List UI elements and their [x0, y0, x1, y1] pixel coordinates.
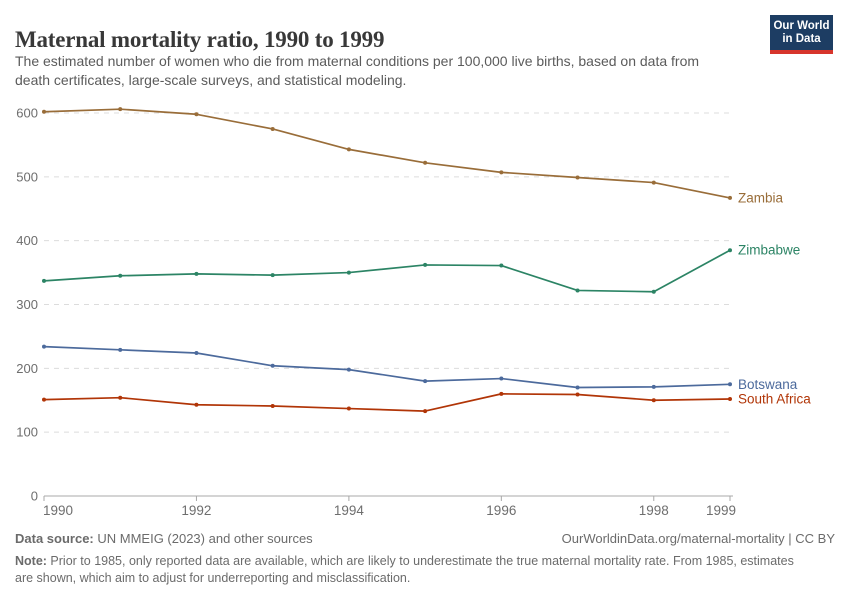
chart-title: Maternal mortality ratio, 1990 to 1999 [15, 27, 385, 53]
point-south-africa-1995[interactable] [423, 409, 428, 414]
point-zimbabwe-1997[interactable] [575, 288, 580, 293]
x-tick-label-1992: 1992 [181, 503, 211, 518]
point-south-africa-1998[interactable] [651, 398, 656, 403]
point-zimbabwe-1995[interactable] [423, 262, 428, 267]
note-label: Note: [15, 554, 47, 568]
point-zambia-1997[interactable] [575, 175, 580, 180]
line-zimbabwe[interactable] [43, 249, 731, 293]
point-zambia-1994[interactable] [346, 147, 351, 152]
point-botswana-1994[interactable] [346, 367, 351, 372]
y-tick-label-500: 500 [16, 169, 38, 184]
point-zambia-1995[interactable] [423, 160, 428, 165]
chart-subtitle: The estimated number of women who die fr… [15, 52, 785, 90]
point-zimbabwe-1994[interactable] [346, 270, 351, 275]
note-text-1: Prior to 1985, only reported data are av… [46, 554, 794, 568]
point-botswana-1993[interactable] [270, 363, 275, 368]
logo-line-2: in Data [782, 33, 821, 45]
series-label-botswana[interactable]: Botswana [738, 377, 798, 392]
y-tick-label-300: 300 [16, 297, 38, 312]
point-south-africa-1993[interactable] [270, 403, 275, 408]
y-tick-label-600: 600 [16, 106, 38, 121]
point-south-africa-1997[interactable] [575, 392, 580, 397]
point-botswana-1998[interactable] [651, 384, 656, 389]
point-zimbabwe-1992[interactable] [194, 271, 199, 276]
y-tick-label-400: 400 [16, 233, 38, 248]
subtitle-line-1: The estimated number of women who die fr… [15, 53, 700, 69]
line-zambia[interactable] [43, 108, 731, 199]
x-tick-label-1996: 1996 [486, 503, 516, 518]
y-tick-label-0: 0 [31, 489, 38, 504]
license-link[interactable]: OurWorldinData.org/maternal-mortality | … [561, 531, 835, 546]
point-zimbabwe-1990[interactable] [42, 278, 46, 283]
data-source: Data source: UN MMEIG (2023) and other s… [15, 531, 835, 547]
point-zimbabwe-1996[interactable] [499, 263, 504, 268]
point-zimbabwe-1993[interactable] [270, 273, 275, 278]
x-tick-label-1990: 1990 [43, 503, 73, 518]
point-botswana-1995[interactable] [423, 379, 428, 384]
point-botswana-1990[interactable] [42, 344, 46, 349]
owid-logo[interactable]: Our World in Data [770, 15, 833, 54]
point-botswana-1999[interactable] [728, 382, 732, 387]
point-south-africa-1996[interactable] [499, 391, 504, 396]
point-zimbabwe-1999[interactable] [728, 248, 732, 253]
x-tick-label-1994: 1994 [334, 503, 365, 518]
point-zambia-1999[interactable] [728, 195, 732, 200]
point-zambia-1992[interactable] [194, 112, 199, 117]
note-line-1: Note: Prior to 1985, only reported data … [15, 553, 837, 570]
x-tick-label-1998: 1998 [639, 503, 669, 518]
point-south-africa-1990[interactable] [42, 397, 46, 402]
point-zambia-1998[interactable] [651, 180, 656, 185]
point-botswana-1996[interactable] [499, 376, 504, 381]
point-zambia-1991[interactable] [118, 107, 123, 112]
point-south-africa-1992[interactable] [194, 402, 199, 407]
point-south-africa-1999[interactable] [728, 396, 732, 401]
series-label-zambia[interactable]: Zambia [738, 190, 784, 205]
line-south-africa[interactable] [43, 393, 731, 412]
point-botswana-1997[interactable] [575, 385, 580, 390]
data-source-text: UN MMEIG (2023) and other sources [93, 531, 313, 546]
point-zimbabwe-1998[interactable] [651, 289, 656, 294]
subtitle-line-2: death certificates, large-scale surveys,… [15, 72, 407, 88]
x-tick-label-1999: 1999 [706, 503, 736, 518]
line-botswana[interactable] [43, 345, 731, 389]
series-label-south-africa[interactable]: South Africa [738, 391, 811, 406]
point-zimbabwe-1991[interactable] [118, 273, 123, 278]
point-south-africa-1994[interactable] [346, 406, 351, 411]
point-zambia-1996[interactable] [499, 170, 504, 175]
data-source-label: Data source: [15, 531, 94, 546]
point-zambia-1990[interactable] [42, 109, 46, 114]
point-south-africa-1991[interactable] [118, 395, 123, 400]
point-zambia-1993[interactable] [270, 126, 275, 131]
line-chart[interactable]: 0 100 200 300 400 500 600 1990 1992 1994 1996 1998 1… [0, 98, 850, 528]
logo-line-1: Our World [773, 20, 830, 32]
series-label-zimbabwe[interactable]: Zimbabwe [738, 243, 800, 258]
note-line-2: are shown, which aim to adjust for under… [15, 570, 411, 585]
chart-note: Note: Prior to 1985, only reported data … [15, 553, 837, 586]
y-tick-label-100: 100 [16, 425, 38, 440]
point-botswana-1991[interactable] [118, 347, 123, 352]
point-botswana-1992[interactable] [194, 351, 199, 356]
y-tick-label-200: 200 [16, 361, 38, 376]
